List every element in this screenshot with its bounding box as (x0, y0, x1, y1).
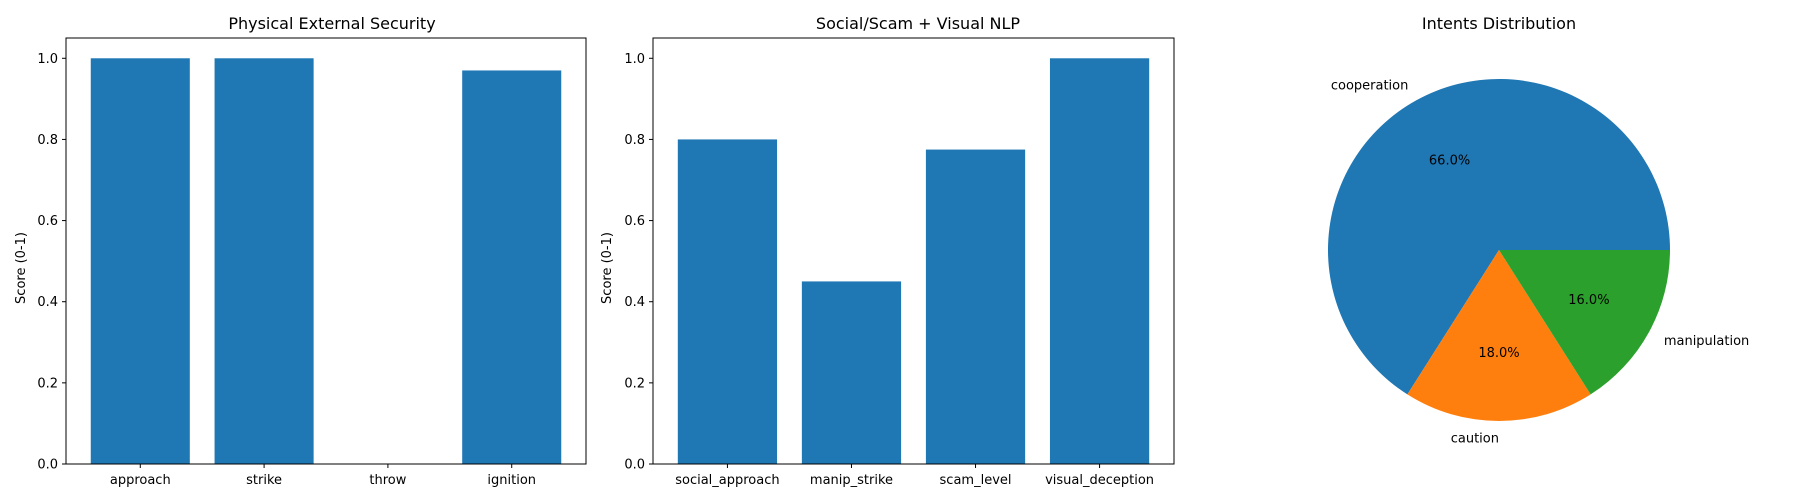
x-tick-label: visual_deception (1045, 473, 1154, 488)
pie-percent-label: 16.0% (1568, 293, 1609, 308)
pie-percent-label: 66.0% (1429, 154, 1470, 169)
y-tick-label: 0.0 (624, 458, 645, 473)
chart-title: Social/Scam + Visual NLP (816, 14, 1020, 33)
y-tick-label: 1.0 (37, 52, 58, 67)
y-tick-label: 0.0 (37, 458, 58, 473)
bar-ignition (462, 70, 562, 464)
plot-frame (65, 37, 587, 465)
y-axis-ticks: 0.0 0.2 0.4 0.6 0.8 1.0 (37, 52, 66, 473)
y-tick-label: 0.8 (37, 133, 58, 148)
y-axis-label: Score (0-1) (600, 232, 615, 304)
pie-label: caution (1451, 432, 1499, 447)
x-tick-label: throw (369, 473, 406, 488)
pie-label: cooperation (1331, 79, 1409, 94)
bar-scam_level (925, 149, 1026, 465)
bar-strike (214, 58, 314, 465)
bar-visual_deception (1049, 58, 1150, 465)
y-tick-label: 0.6 (37, 214, 58, 229)
chart-title: Intents Distribution (1422, 14, 1576, 33)
y-tick-label: 0.4 (37, 295, 58, 310)
y-tick-label: 1.0 (624, 52, 645, 67)
y-tick-label: 0.8 (624, 133, 645, 148)
pie-chart-intents: Intents Distribution cooperation 66.0% cau… (1328, 14, 1749, 447)
y-tick-label: 0.2 (37, 376, 58, 391)
pie-percent-label: 18.0% (1478, 346, 1519, 361)
x-tick-label: social_approach (675, 473, 779, 488)
bar-social_approach (677, 139, 778, 464)
x-tick-label: scam_level (940, 473, 1012, 488)
bar-group (90, 58, 562, 465)
bar-chart-social-scam: Social/Scam + Visual NLP Score (0-1) 0.0… (600, 14, 1175, 488)
x-tick-label: approach (110, 473, 171, 488)
x-tick-label: strike (246, 473, 282, 488)
plot-frame (652, 37, 1175, 465)
bar-manip_strike (801, 281, 902, 464)
pie-slice-caution (1407, 250, 1591, 421)
bar-approach (90, 58, 190, 465)
bar-group (677, 58, 1150, 465)
x-tick-label: manip_strike (810, 473, 893, 488)
pie-label: manipulation (1664, 334, 1749, 349)
x-axis-ticks: social_approach manip_strike scam_level vis… (675, 464, 1154, 488)
pie-slice-manipulation (1499, 250, 1670, 395)
pie-slice-cooperation (1328, 78, 1670, 395)
y-axis-ticks: 0.0 0.2 0.4 0.6 0.8 1.0 (624, 52, 653, 473)
x-tick-label: ignition (487, 473, 536, 488)
y-axis-label: Score (0-1) (14, 232, 29, 304)
x-axis-ticks: approach strike throw ignition (110, 464, 536, 488)
chart-title: Physical External Security (228, 14, 435, 33)
pie-slices: cooperation 66.0% caution 18.0% manipulation… (1328, 79, 1749, 447)
y-tick-label: 0.2 (624, 376, 645, 391)
y-tick-label: 0.4 (624, 295, 645, 310)
bar-chart-physical-security: Physical External Security Score (0-1) 0… (14, 14, 587, 488)
y-tick-label: 0.6 (624, 214, 645, 229)
